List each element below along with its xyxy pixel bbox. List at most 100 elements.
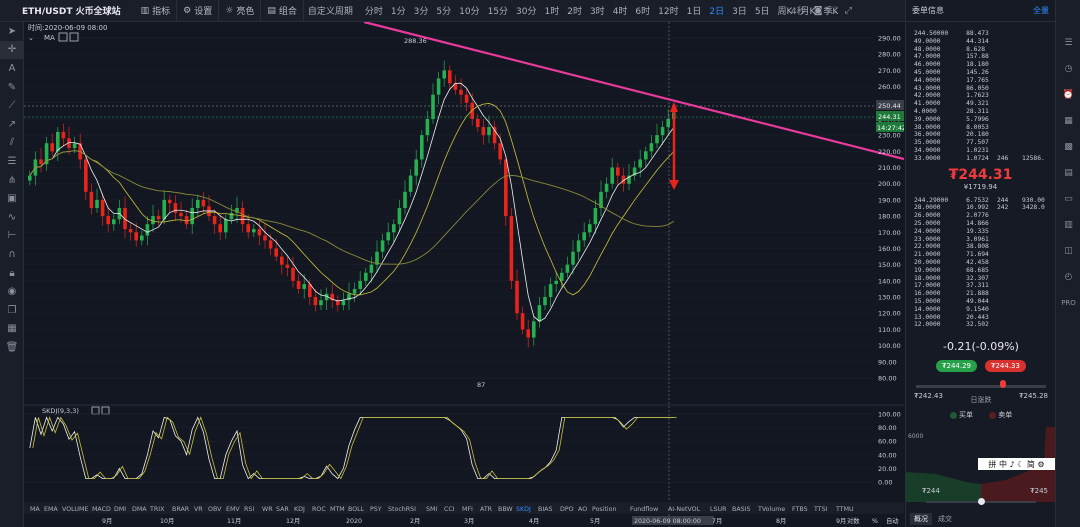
ask-row[interactable]: 44.0000 17.765 xyxy=(914,77,1051,85)
indicator-32[interactable]: LSUR xyxy=(710,506,727,513)
bid-row[interactable]: 17.0000 37.311 xyxy=(914,282,1051,290)
ma-close-icon[interactable] xyxy=(69,32,79,42)
bid-row[interactable]: 13.0000 20.443 xyxy=(914,314,1051,322)
theme-button[interactable]: ☼ 亮色 xyxy=(219,0,262,22)
ask-row[interactable]: 38.0000 8.0053 xyxy=(914,124,1051,132)
calc-icon[interactable]: ▥ xyxy=(1064,220,1073,230)
tab-trades[interactable]: 成交 xyxy=(938,515,952,523)
trendline-icon[interactable]: ⟋ xyxy=(8,100,16,112)
price-chart[interactable]: 时间:2020-06-09 08:00 ⌄ MA 288.36 87 290.0… xyxy=(24,22,904,527)
timeframe-0[interactable]: 分时 xyxy=(364,7,383,17)
trash-icon[interactable]: 🗑︎ xyxy=(5,341,19,353)
indicator-37[interactable]: TTMU xyxy=(835,506,854,513)
settings-button[interactable]: ⚙ 设置 xyxy=(177,0,220,22)
tab-overview[interactable]: 概况 xyxy=(910,513,932,525)
indicator-28[interactable]: AO xyxy=(578,506,587,513)
timeframe-4[interactable]: 10分 xyxy=(459,7,480,17)
cursor-icon[interactable]: ➤ xyxy=(7,25,17,37)
ask-row[interactable]: 36.0000 20.180 xyxy=(914,131,1051,139)
ask-row[interactable]: 45.0000 145.26 xyxy=(914,69,1051,77)
clipboard-icon[interactable]: ▦ xyxy=(7,323,17,335)
indicator-14[interactable]: KDJ xyxy=(294,506,305,513)
ask-row[interactable]: 46.0000 18.180 xyxy=(914,61,1051,69)
indicator-5[interactable]: DMA xyxy=(132,506,147,513)
brush-icon[interactable]: ✎ xyxy=(7,81,17,93)
indicator-20[interactable]: SMI xyxy=(426,506,437,513)
bid-row[interactable]: 14.0000 9.1540 xyxy=(914,306,1051,314)
timeframe-19[interactable]: 季K xyxy=(823,7,839,17)
ray-icon[interactable]: ↗ xyxy=(7,118,17,130)
timeframe-5[interactable]: 15分 xyxy=(487,7,509,17)
timeframe-17[interactable]: 周K xyxy=(777,7,793,17)
sell-legend[interactable]: 卖单 xyxy=(989,410,1012,420)
bid-row[interactable]: 21.0000 71.694 xyxy=(914,251,1051,259)
clock-icon[interactable]: ◴ xyxy=(1064,272,1073,282)
depth-slider-handle[interactable] xyxy=(978,498,985,505)
indicator-9[interactable]: OBV xyxy=(208,506,222,513)
ma-toggle[interactable]: ⌄ MA xyxy=(28,32,79,42)
indicator-31[interactable]: AI-NetVOL xyxy=(668,506,701,513)
indicator-33[interactable]: BASIS xyxy=(732,506,750,513)
indicator-1[interactable]: EMA xyxy=(44,506,58,513)
indicator-30[interactable]: Fundflow xyxy=(630,506,658,513)
indicator-36[interactable]: TTSI xyxy=(813,506,828,513)
ma-eye-icon[interactable] xyxy=(58,32,68,42)
indicator-15[interactable]: ROC xyxy=(312,506,326,513)
indicator-25[interactable]: SKDJ xyxy=(516,506,531,513)
ask-row[interactable]: 42.0000 1.7623 xyxy=(914,92,1051,100)
ruler-icon[interactable]: ⊢ xyxy=(7,230,17,242)
indicator-26[interactable]: BIAS xyxy=(538,506,552,513)
indicator-0[interactable]: MA xyxy=(30,506,40,513)
fib-icon[interactable]: ☰ xyxy=(7,155,17,167)
ask-row[interactable]: 48.0000 8.628 xyxy=(914,46,1051,54)
pitchfork-icon[interactable]: ⋔ xyxy=(7,174,17,186)
bid-row[interactable]: 12.0000 32.502 xyxy=(914,321,1051,329)
indicator-16[interactable]: MTM xyxy=(330,506,345,513)
indicators-button[interactable]: ▥ 指标 xyxy=(135,0,178,22)
timeframe-9[interactable]: 3时 xyxy=(589,7,605,17)
ask-row[interactable]: 34.0000 1.0231 xyxy=(914,147,1051,155)
indicator-2[interactable]: VOLUME xyxy=(62,506,88,513)
bid-row[interactable]: 22.0000 38.808 xyxy=(914,243,1051,251)
pro-icon[interactable]: PRO xyxy=(1061,299,1076,307)
eye-icon[interactable]: ◉ xyxy=(7,286,17,298)
indicator-22[interactable]: MFI xyxy=(462,506,473,513)
ask-row[interactable]: 43.0000 86.050 xyxy=(914,85,1051,93)
bid-row[interactable]: 20.0000 42.458 xyxy=(914,259,1051,267)
rect-icon[interactable]: ▣ xyxy=(7,193,17,205)
fullscreen-icon[interactable]: ⛶ xyxy=(830,5,837,16)
bid-row[interactable]: 244.29000 6.7532 244 930.00 xyxy=(914,197,1051,205)
bid-row[interactable]: 19.0000 68.685 xyxy=(914,267,1051,275)
custom-period-button[interactable]: 自定义周期 xyxy=(307,7,353,17)
ask-row[interactable]: 49.0000 44.314 xyxy=(914,38,1051,46)
timeframe-2[interactable]: 3分 xyxy=(413,7,429,17)
depth-slider[interactable] xyxy=(926,498,1036,505)
wallet-icon[interactable]: ▭ xyxy=(1064,194,1073,204)
bid-row[interactable]: 25.0000 14.866 xyxy=(914,220,1051,228)
timeframe-1[interactable]: 1分 xyxy=(390,7,406,17)
indicator-18[interactable]: PSY xyxy=(370,506,382,513)
indicator-6[interactable]: TRIX xyxy=(149,506,165,513)
bid-row[interactable]: 16.0000 21.888 xyxy=(914,290,1051,298)
lock-icon[interactable]: 🔒︎ xyxy=(9,267,15,279)
indicator-24[interactable]: BBW xyxy=(498,506,513,513)
bid-row[interactable]: 24.0000 19.335 xyxy=(914,228,1051,236)
ask-row[interactable]: 41.0000 49.321 xyxy=(914,100,1051,108)
indicator-35[interactable]: FTBS xyxy=(792,506,808,513)
ask-row[interactable]: 39.0000 5.7996 xyxy=(914,116,1051,124)
indicator-23[interactable]: ATR xyxy=(480,506,493,513)
ask-row[interactable]: 4.0000 28.311 xyxy=(914,108,1051,116)
indicator-21[interactable]: CCI xyxy=(444,506,455,513)
timeframe-16[interactable]: 5日 xyxy=(754,7,770,17)
ask-price-button[interactable]: ₮244.33 xyxy=(985,360,1026,372)
timeframe-14[interactable]: 2日 xyxy=(709,7,725,17)
chat-icon[interactable]: ◫ xyxy=(1064,246,1073,256)
bid-price-button[interactable]: ₮244.29 xyxy=(936,360,977,372)
ask-row[interactable]: 33.0000 1.0724 246 12586. xyxy=(914,155,1051,163)
depth-chart[interactable]: 6000 xyxy=(906,422,1056,502)
timeframe-3[interactable]: 5分 xyxy=(436,7,452,17)
ime-toolbar[interactable]: 拼 中 ♪ ☾ 简 ⚙ xyxy=(978,458,1055,470)
indicator-19[interactable]: StochRSI xyxy=(388,506,416,513)
copy-icon[interactable]: ❐ xyxy=(7,304,17,316)
timeframe-7[interactable]: 1时 xyxy=(544,7,560,17)
